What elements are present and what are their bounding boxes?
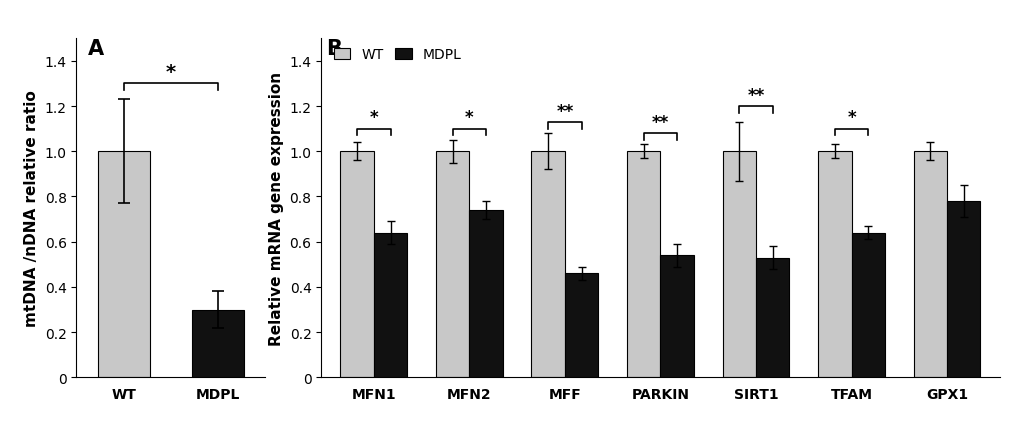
Bar xyxy=(98,152,150,378)
Text: *: * xyxy=(847,109,855,127)
Bar xyxy=(340,152,374,378)
Bar xyxy=(565,274,598,378)
Bar xyxy=(913,152,946,378)
Text: *: * xyxy=(369,109,378,127)
Bar xyxy=(374,233,407,378)
Text: B: B xyxy=(326,39,341,59)
Bar xyxy=(435,152,469,378)
Bar xyxy=(531,152,565,378)
Bar xyxy=(755,258,789,378)
Bar xyxy=(192,310,244,378)
Y-axis label: mtDNA /nDNA relative ratio: mtDNA /nDNA relative ratio xyxy=(24,90,39,326)
Text: A: A xyxy=(88,39,104,59)
Legend: WT, MDPL: WT, MDPL xyxy=(328,43,467,68)
Bar xyxy=(627,152,660,378)
Bar xyxy=(817,152,851,378)
Text: *: * xyxy=(465,109,473,127)
Text: **: ** xyxy=(555,102,573,120)
Bar xyxy=(721,152,755,378)
Bar xyxy=(660,256,693,378)
Bar xyxy=(469,210,502,378)
Y-axis label: Relative mRNA gene expression: Relative mRNA gene expression xyxy=(269,72,283,345)
Text: **: ** xyxy=(651,114,668,132)
Text: *: * xyxy=(166,63,175,82)
Text: **: ** xyxy=(747,86,764,105)
Bar xyxy=(851,233,884,378)
Bar xyxy=(946,201,979,378)
